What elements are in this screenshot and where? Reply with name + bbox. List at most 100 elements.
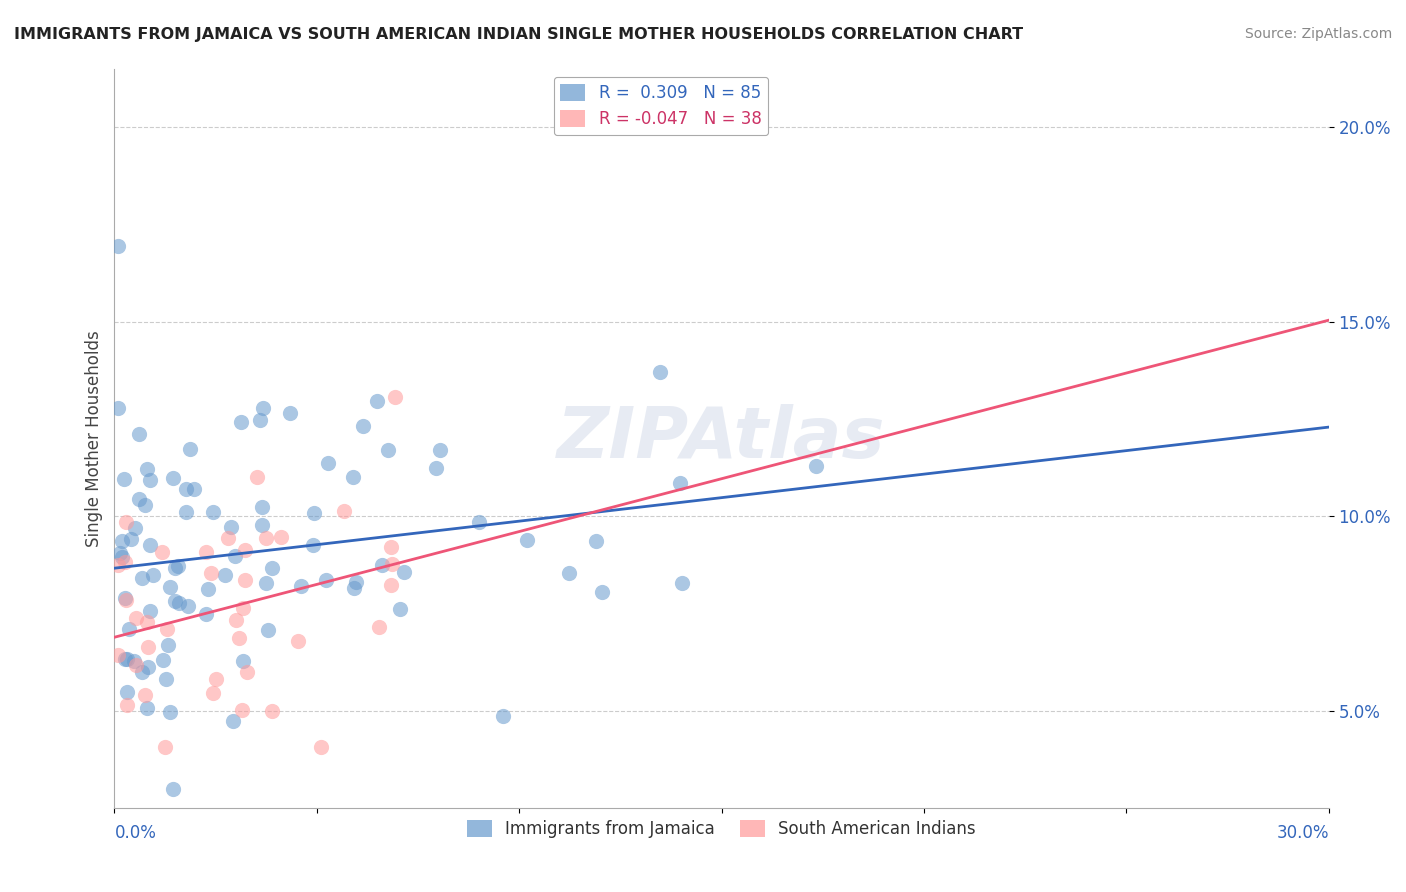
South American Indians xyxy=(309,739,332,754)
Immigrants from Jamaica xyxy=(131,571,153,585)
Immigrants from Jamaica xyxy=(152,652,174,666)
Immigrants from Jamaica xyxy=(155,673,177,687)
Immigrants from Jamaica xyxy=(163,594,186,608)
South American Indians xyxy=(235,574,257,588)
Immigrants from Jamaica xyxy=(650,365,672,379)
Immigrants from Jamaica xyxy=(214,568,236,582)
South American Indians xyxy=(217,531,239,545)
Immigrants from Jamaica xyxy=(342,470,364,484)
Immigrants from Jamaica xyxy=(229,415,252,429)
South American Indians xyxy=(107,648,129,662)
Immigrants from Jamaica xyxy=(315,573,337,587)
Immigrants from Jamaica xyxy=(114,652,136,666)
South American Indians xyxy=(270,530,292,544)
South American Indians xyxy=(115,515,138,529)
South American Indians xyxy=(117,698,139,712)
Immigrants from Jamaica xyxy=(174,505,197,519)
Immigrants from Jamaica xyxy=(231,654,253,668)
South American Indians xyxy=(201,686,224,700)
Immigrants from Jamaica xyxy=(195,607,218,621)
Immigrants from Jamaica xyxy=(124,521,146,535)
South American Indians xyxy=(200,566,222,581)
Immigrants from Jamaica xyxy=(118,622,141,636)
Immigrants from Jamaica xyxy=(108,546,131,560)
Text: ZIPAtlas: ZIPAtlas xyxy=(557,404,886,473)
Immigrants from Jamaica xyxy=(183,482,205,496)
Immigrants from Jamaica xyxy=(120,532,142,546)
South American Indians xyxy=(254,531,277,545)
South American Indians xyxy=(231,703,253,717)
South American Indians xyxy=(384,390,406,404)
Immigrants from Jamaica xyxy=(162,471,184,485)
Immigrants from Jamaica xyxy=(252,517,274,532)
South American Indians xyxy=(125,657,148,672)
Immigrants from Jamaica xyxy=(249,413,271,427)
Immigrants from Jamaica xyxy=(377,443,399,458)
Immigrants from Jamaica xyxy=(128,491,150,506)
Immigrants from Jamaica xyxy=(159,706,181,720)
Immigrants from Jamaica xyxy=(557,566,579,581)
Immigrants from Jamaica xyxy=(316,456,339,470)
Immigrants from Jamaica xyxy=(134,498,156,512)
Immigrants from Jamaica xyxy=(111,549,134,564)
Immigrants from Jamaica xyxy=(131,665,153,679)
South American Indians xyxy=(228,632,250,646)
Immigrants from Jamaica xyxy=(114,591,136,606)
Immigrants from Jamaica xyxy=(262,560,284,574)
South American Indians xyxy=(136,640,159,654)
Immigrants from Jamaica xyxy=(254,576,277,591)
South American Indians xyxy=(380,540,402,554)
Text: IMMIGRANTS FROM JAMAICA VS SOUTH AMERICAN INDIAN SINGLE MOTHER HOUSEHOLDS CORREL: IMMIGRANTS FROM JAMAICA VS SOUTH AMERICA… xyxy=(14,27,1024,42)
South American Indians xyxy=(155,623,177,637)
South American Indians xyxy=(225,613,247,627)
Text: Source: ZipAtlas.com: Source: ZipAtlas.com xyxy=(1244,27,1392,41)
Immigrants from Jamaica xyxy=(107,401,129,415)
Immigrants from Jamaica xyxy=(221,520,243,534)
Immigrants from Jamaica xyxy=(222,714,245,728)
South American Indians xyxy=(195,545,218,559)
Immigrants from Jamaica xyxy=(138,604,160,618)
Immigrants from Jamaica xyxy=(278,406,301,420)
Immigrants from Jamaica xyxy=(135,701,157,715)
Immigrants from Jamaica xyxy=(250,500,273,514)
Immigrants from Jamaica xyxy=(111,533,134,548)
Immigrants from Jamaica xyxy=(124,654,146,668)
Immigrants from Jamaica xyxy=(389,602,412,616)
Text: 30.0%: 30.0% xyxy=(1277,824,1329,842)
Immigrants from Jamaica xyxy=(425,461,447,475)
Immigrants from Jamaica xyxy=(197,582,219,597)
Immigrants from Jamaica xyxy=(112,472,135,486)
Immigrants from Jamaica xyxy=(115,651,138,665)
Immigrants from Jamaica xyxy=(371,558,394,572)
South American Indians xyxy=(134,688,156,702)
South American Indians xyxy=(114,555,136,569)
Y-axis label: Single Mother Households: Single Mother Households xyxy=(86,330,103,547)
Immigrants from Jamaica xyxy=(352,419,374,434)
South American Indians xyxy=(153,739,176,754)
South American Indians xyxy=(205,672,228,686)
Immigrants from Jamaica xyxy=(163,561,186,575)
South American Indians xyxy=(235,665,257,679)
Immigrants from Jamaica xyxy=(669,476,692,491)
Immigrants from Jamaica xyxy=(159,580,181,594)
Immigrants from Jamaica xyxy=(344,575,367,590)
South American Indians xyxy=(107,558,129,572)
Immigrants from Jamaica xyxy=(256,623,278,637)
Immigrants from Jamaica xyxy=(302,506,325,520)
South American Indians xyxy=(333,504,356,518)
South American Indians xyxy=(115,592,138,607)
South American Indians xyxy=(233,543,256,558)
Immigrants from Jamaica xyxy=(136,659,159,673)
Immigrants from Jamaica xyxy=(591,585,613,599)
Immigrants from Jamaica xyxy=(169,596,191,610)
Immigrants from Jamaica xyxy=(136,461,159,475)
Immigrants from Jamaica xyxy=(492,708,515,723)
South American Indians xyxy=(232,601,254,615)
South American Indians xyxy=(380,577,402,591)
Immigrants from Jamaica xyxy=(516,533,538,548)
Immigrants from Jamaica xyxy=(343,581,366,595)
Immigrants from Jamaica xyxy=(224,549,246,563)
South American Indians xyxy=(246,470,269,484)
Legend: Immigrants from Jamaica, South American Indians: Immigrants from Jamaica, South American … xyxy=(460,813,983,845)
Immigrants from Jamaica xyxy=(167,559,190,574)
